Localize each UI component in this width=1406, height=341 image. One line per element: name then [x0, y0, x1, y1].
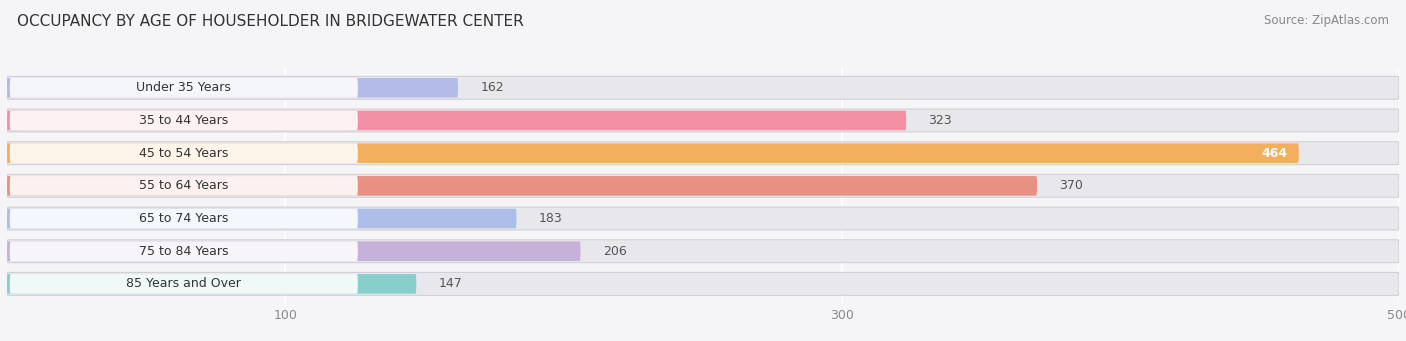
Text: 147: 147 — [439, 277, 463, 291]
Text: Under 35 Years: Under 35 Years — [136, 81, 231, 94]
FancyBboxPatch shape — [10, 209, 357, 228]
FancyBboxPatch shape — [10, 274, 357, 294]
FancyBboxPatch shape — [7, 240, 1399, 263]
FancyBboxPatch shape — [10, 143, 357, 163]
Text: 85 Years and Over: 85 Years and Over — [127, 277, 242, 291]
Text: 55 to 64 Years: 55 to 64 Years — [139, 179, 229, 192]
FancyBboxPatch shape — [7, 274, 416, 294]
Text: 162: 162 — [481, 81, 503, 94]
FancyBboxPatch shape — [7, 76, 1399, 99]
FancyBboxPatch shape — [10, 78, 357, 98]
Text: Source: ZipAtlas.com: Source: ZipAtlas.com — [1264, 14, 1389, 27]
Text: 323: 323 — [928, 114, 952, 127]
Text: 464: 464 — [1261, 147, 1288, 160]
FancyBboxPatch shape — [7, 174, 1399, 197]
FancyBboxPatch shape — [7, 142, 1399, 165]
FancyBboxPatch shape — [7, 207, 1399, 230]
FancyBboxPatch shape — [7, 176, 1038, 196]
FancyBboxPatch shape — [7, 209, 516, 228]
Text: 75 to 84 Years: 75 to 84 Years — [139, 245, 229, 258]
FancyBboxPatch shape — [10, 241, 357, 261]
FancyBboxPatch shape — [7, 241, 581, 261]
FancyBboxPatch shape — [7, 143, 1299, 163]
Text: 370: 370 — [1059, 179, 1083, 192]
Text: 183: 183 — [538, 212, 562, 225]
Text: 206: 206 — [603, 245, 627, 258]
FancyBboxPatch shape — [7, 272, 1399, 295]
FancyBboxPatch shape — [7, 109, 1399, 132]
FancyBboxPatch shape — [7, 111, 907, 130]
Text: 65 to 74 Years: 65 to 74 Years — [139, 212, 229, 225]
FancyBboxPatch shape — [10, 176, 357, 196]
Text: OCCUPANCY BY AGE OF HOUSEHOLDER IN BRIDGEWATER CENTER: OCCUPANCY BY AGE OF HOUSEHOLDER IN BRIDG… — [17, 14, 523, 29]
Text: 45 to 54 Years: 45 to 54 Years — [139, 147, 229, 160]
Text: 35 to 44 Years: 35 to 44 Years — [139, 114, 228, 127]
FancyBboxPatch shape — [10, 111, 357, 130]
FancyBboxPatch shape — [7, 78, 458, 98]
